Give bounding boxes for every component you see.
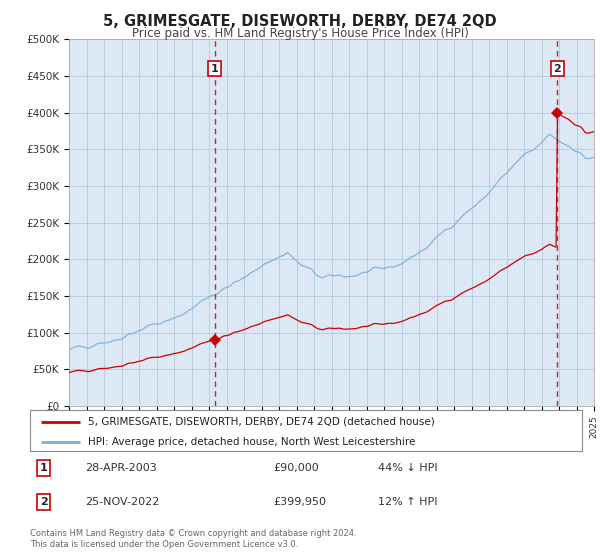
Text: 5, GRIMESGATE, DISEWORTH, DERBY, DE74 2QD (detached house): 5, GRIMESGATE, DISEWORTH, DERBY, DE74 2Q… bbox=[88, 417, 435, 427]
Text: Price paid vs. HM Land Registry's House Price Index (HPI): Price paid vs. HM Land Registry's House … bbox=[131, 27, 469, 40]
Text: £90,000: £90,000 bbox=[273, 463, 319, 473]
Text: HPI: Average price, detached house, North West Leicestershire: HPI: Average price, detached house, Nort… bbox=[88, 437, 415, 447]
Text: 1: 1 bbox=[211, 63, 218, 73]
Text: 12% ↑ HPI: 12% ↑ HPI bbox=[378, 497, 437, 507]
FancyBboxPatch shape bbox=[30, 410, 582, 451]
Text: 25-NOV-2022: 25-NOV-2022 bbox=[85, 497, 160, 507]
Text: 44% ↓ HPI: 44% ↓ HPI bbox=[378, 463, 437, 473]
Text: 5, GRIMESGATE, DISEWORTH, DERBY, DE74 2QD: 5, GRIMESGATE, DISEWORTH, DERBY, DE74 2Q… bbox=[103, 14, 497, 29]
Text: 1: 1 bbox=[40, 463, 47, 473]
Text: £399,950: £399,950 bbox=[273, 497, 326, 507]
Text: 2: 2 bbox=[40, 497, 47, 507]
Text: Contains HM Land Registry data © Crown copyright and database right 2024.
This d: Contains HM Land Registry data © Crown c… bbox=[30, 529, 356, 549]
Text: 28-APR-2003: 28-APR-2003 bbox=[85, 463, 157, 473]
Text: 2: 2 bbox=[553, 63, 561, 73]
